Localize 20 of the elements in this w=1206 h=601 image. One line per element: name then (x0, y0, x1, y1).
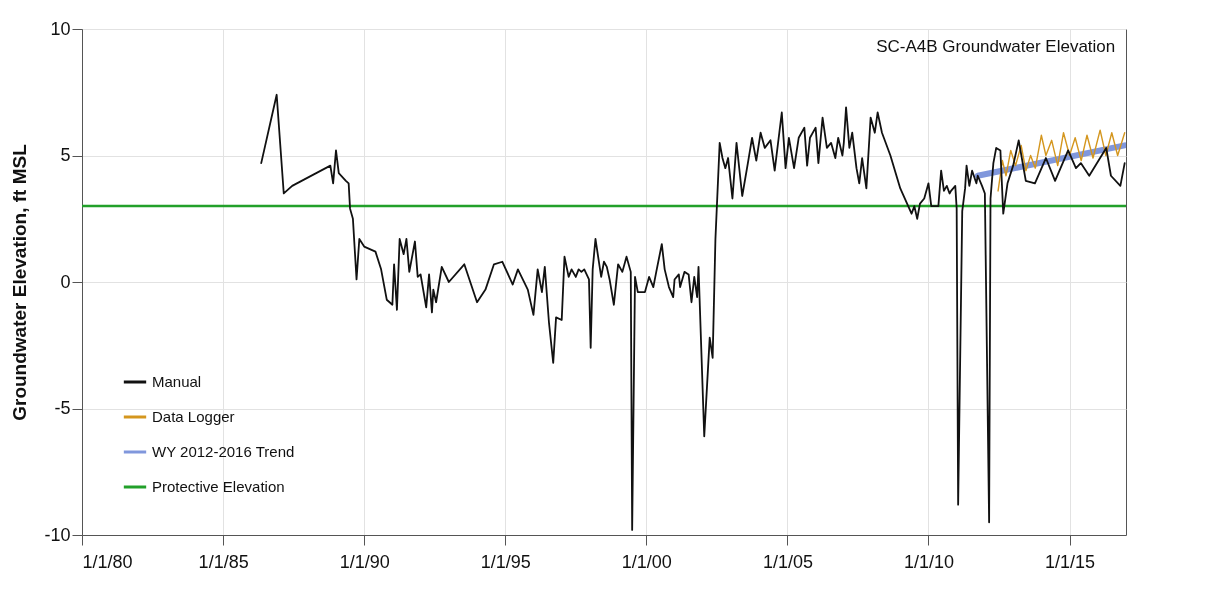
legend-label: Protective Elevation (152, 478, 285, 495)
x-tick-label: 1/1/10 (903, 551, 954, 572)
y-tick-label: -10 (44, 524, 71, 545)
x-tick-label: 1/1/95 (480, 551, 531, 572)
legend-label: WY 2012-2016 Trend (152, 443, 295, 460)
x-tick-label: 1/1/90 (339, 551, 390, 572)
legend-label: Manual (152, 373, 202, 390)
y-tick-label: -5 (54, 398, 71, 418)
x-tick-label: 1/1/85 (198, 551, 249, 572)
line-series (997, 129, 1126, 192)
y-tick-label: 5 (60, 145, 71, 165)
x-tick-label: 1/1/00 (621, 551, 672, 572)
x-tick-label: 1/1/15 (1045, 551, 1096, 572)
legend-label: Data Logger (152, 408, 235, 425)
x-tick-label: 1/1/05 (762, 551, 813, 572)
y-axis-title: Groundwater Elevation, ft MSL (9, 143, 31, 421)
y-tick-label: 10 (50, 18, 71, 39)
y-tick-label: 0 (60, 271, 71, 292)
chart-title: SC-A4B Groundwater Elevation (876, 37, 1116, 56)
x-tick-label: 1/1/80 (82, 551, 133, 572)
